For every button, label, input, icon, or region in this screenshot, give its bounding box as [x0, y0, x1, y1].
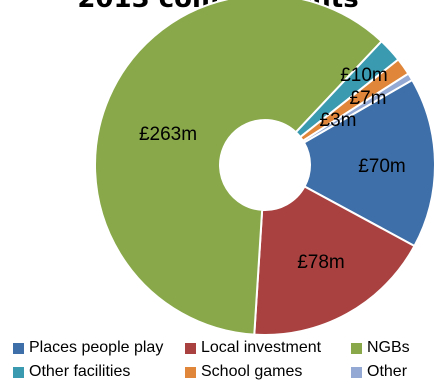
legend-label: Other facilities	[29, 363, 131, 380]
slice-ngbs	[94, 0, 383, 336]
legend-swatch	[13, 366, 24, 378]
donut-chart: £70m £78m £263m £10m£7m£3m	[94, 0, 436, 336]
slices	[94, 0, 436, 336]
legend-label: Places people play	[29, 339, 164, 356]
slice-other	[301, 72, 414, 144]
slice-places-people-play	[302, 78, 436, 248]
legend-label: School games	[201, 363, 303, 380]
slice-label-other-facilities: £10m	[340, 65, 388, 86]
legend-swatch	[13, 342, 24, 354]
slice-labels: £70m £78m £263m £10m£7m£3m	[139, 65, 406, 273]
slice-local-investment	[253, 185, 416, 336]
legend: Places people play Local investment NGBs Ot…	[0, 338, 436, 386]
legend-swatch	[351, 342, 362, 354]
legend-item-local-investment: Local investment	[185, 338, 321, 358]
legend-item-other: Other	[351, 362, 407, 382]
slice-label-local-investment: £78m	[297, 252, 345, 273]
legend-label: NGBs	[367, 339, 410, 356]
slice-label-ngbs: £263m	[139, 124, 197, 145]
slice-label-places-people-play: £70m	[358, 156, 406, 177]
slice-label-other: £3m	[320, 110, 357, 131]
legend-item-other-facilities: Other facilities	[13, 362, 130, 382]
legend-item-school-games: School games	[185, 362, 302, 382]
legend-swatch	[185, 342, 196, 354]
legend-item-ngbs: NGBs	[351, 338, 410, 358]
legend-label: Local investment	[201, 339, 322, 356]
legend-swatch	[351, 366, 362, 378]
slice-label-school-games: £7m	[350, 88, 387, 109]
legend-item-places-people-play: Places people play	[13, 338, 163, 358]
legend-label: Other	[367, 363, 408, 380]
legend-swatch	[185, 366, 196, 378]
